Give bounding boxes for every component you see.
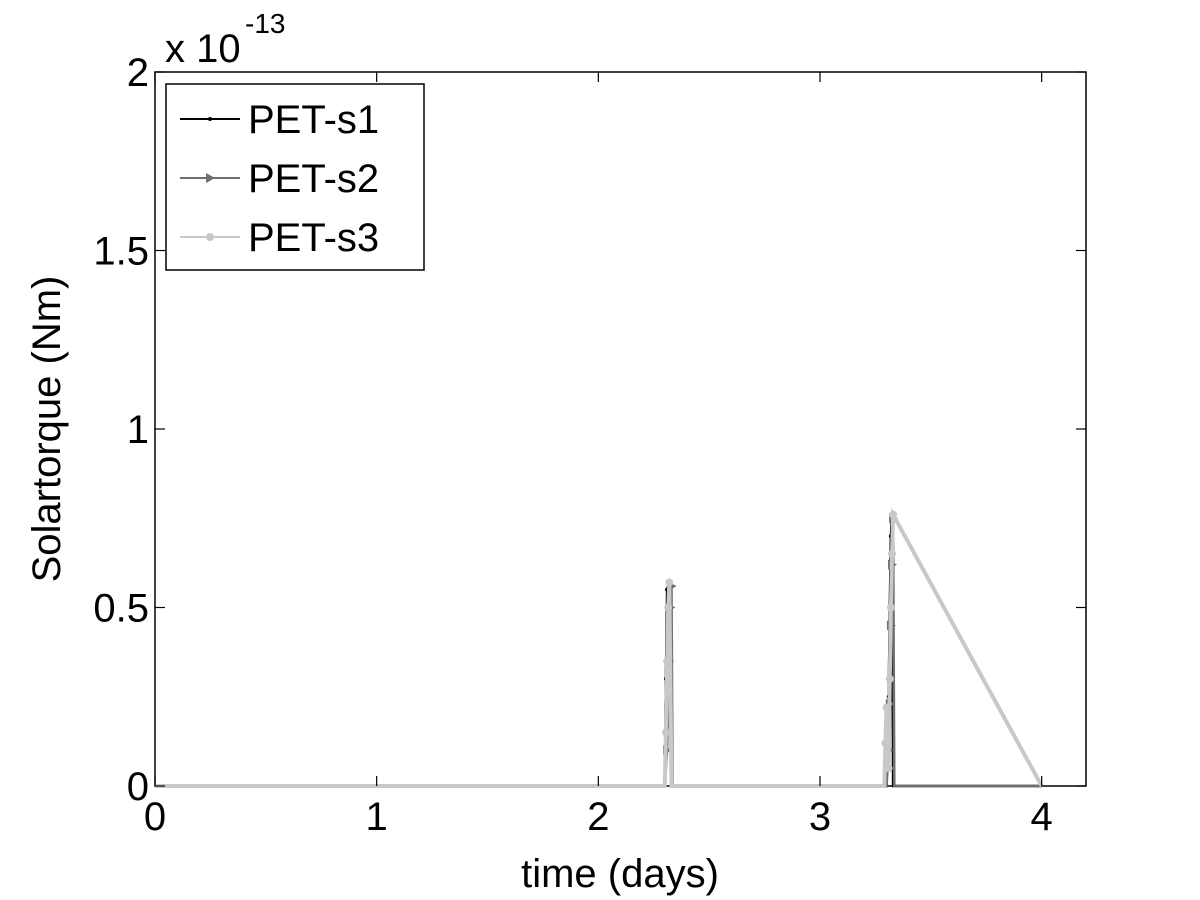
y-tick-label: 0.5 bbox=[93, 587, 149, 631]
x-tick-label: 1 bbox=[366, 795, 388, 839]
y-exponent-power: -13 bbox=[245, 8, 285, 39]
x-tick-label: 4 bbox=[1031, 795, 1053, 839]
legend-label: PET-s2 bbox=[248, 157, 379, 201]
x-tick-label: 2 bbox=[587, 795, 609, 839]
x-tick-label: 0 bbox=[144, 795, 166, 839]
legend-label: PET-s1 bbox=[248, 98, 379, 142]
series-line bbox=[155, 507, 1044, 788]
data-point bbox=[885, 674, 894, 683]
series-layer bbox=[155, 507, 1044, 788]
y-tick-label: 0 bbox=[127, 765, 149, 809]
data-point bbox=[665, 578, 674, 587]
series-pet-s3 bbox=[155, 507, 1044, 788]
y-exponent-base: x 10 bbox=[165, 27, 241, 71]
legend-marker bbox=[206, 233, 214, 241]
data-point bbox=[886, 603, 895, 612]
x-axis-label: time (days) bbox=[521, 852, 719, 896]
data-point bbox=[663, 657, 672, 666]
x-tick-label: 3 bbox=[809, 795, 831, 839]
data-point bbox=[889, 510, 898, 519]
y-tick-label: 1.5 bbox=[93, 230, 149, 274]
y-tick-label: 2 bbox=[127, 51, 149, 95]
data-point bbox=[664, 603, 673, 612]
data-point bbox=[882, 703, 891, 712]
legend-label: PET-s3 bbox=[248, 216, 379, 260]
legend-marker bbox=[208, 117, 212, 121]
ticks-layer: 0 1 2 3 4 0 0.5 1 1.5 2 bbox=[93, 51, 1086, 839]
y-axis-label: Solartorque (Nm) bbox=[25, 276, 69, 583]
data-point bbox=[881, 739, 890, 748]
y-tick-label: 1 bbox=[127, 408, 149, 452]
data-point bbox=[888, 549, 897, 558]
data-point bbox=[661, 728, 670, 737]
legend-marker bbox=[206, 173, 215, 183]
data-point bbox=[884, 764, 893, 773]
legend: PET-s1 PET-s2 PET-s3 bbox=[165, 83, 425, 271]
